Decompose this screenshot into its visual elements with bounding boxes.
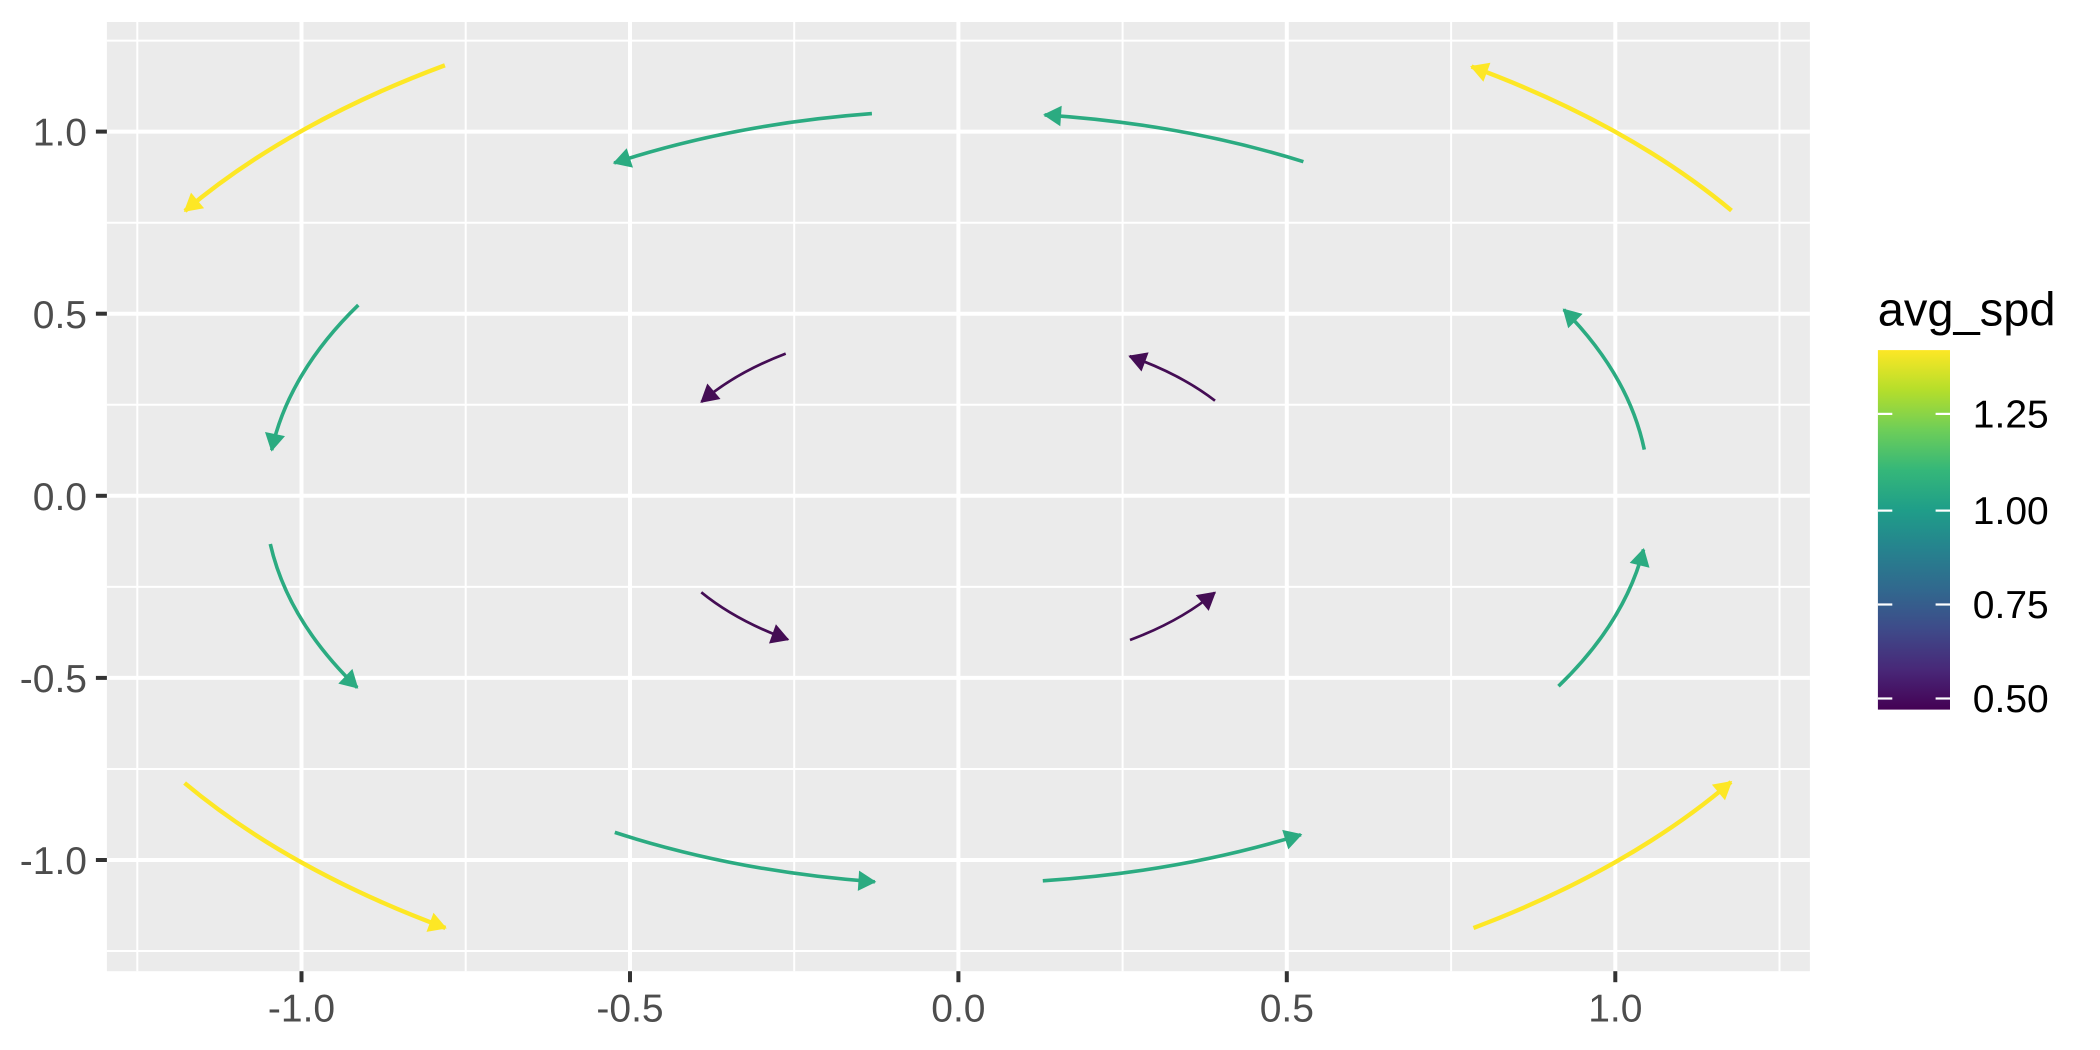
svg-text:-0.5: -0.5 xyxy=(596,988,663,1031)
svg-text:-1.0: -1.0 xyxy=(20,840,87,883)
svg-text:avg_spd: avg_spd xyxy=(1878,282,2056,335)
svg-text:0.75: 0.75 xyxy=(1973,584,2049,627)
svg-text:0.0: 0.0 xyxy=(33,476,87,519)
svg-text:-1.0: -1.0 xyxy=(268,988,335,1031)
svg-text:1.25: 1.25 xyxy=(1973,394,2049,437)
svg-text:1.00: 1.00 xyxy=(1973,490,2049,533)
svg-text:0.5: 0.5 xyxy=(33,294,87,337)
svg-text:0.0: 0.0 xyxy=(931,988,985,1031)
svg-text:1.0: 1.0 xyxy=(33,112,87,155)
svg-text:1.0: 1.0 xyxy=(1588,988,1642,1031)
svg-text:-0.5: -0.5 xyxy=(20,658,87,701)
svg-text:0.5: 0.5 xyxy=(1260,988,1314,1031)
svg-text:0.50: 0.50 xyxy=(1973,678,2049,721)
